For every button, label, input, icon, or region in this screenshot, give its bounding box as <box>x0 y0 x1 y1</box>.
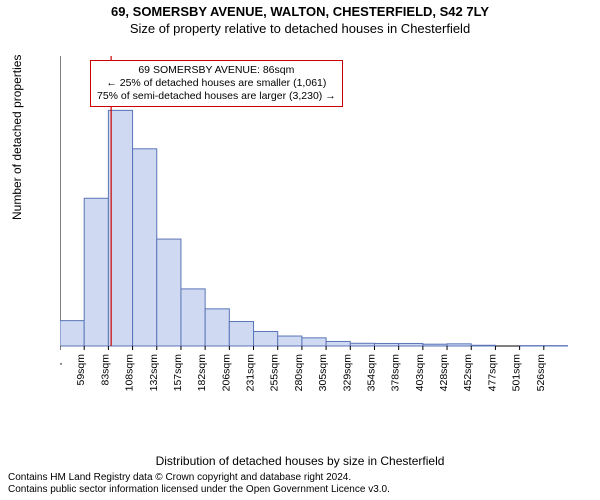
y-axis-label: Number of detached properties <box>10 55 24 220</box>
x-tick-label: 452sqm <box>462 354 474 392</box>
histogram-bar <box>108 110 132 346</box>
x-tick-label: 182sqm <box>196 354 208 392</box>
x-tick-label: 354sqm <box>365 354 377 392</box>
histogram-bar <box>326 341 350 346</box>
copyright-line-2: Contains public sector information licen… <box>8 484 390 496</box>
title-line-2: Size of property relative to detached ho… <box>0 21 600 36</box>
x-tick-label: 378sqm <box>390 354 402 392</box>
histogram-bar <box>350 343 374 346</box>
histogram-bar <box>60 321 84 346</box>
histogram-bar <box>157 239 181 346</box>
x-tick-label: 59sqm <box>75 354 87 386</box>
annotation-line-1: 69 SOMERSBY AVENUE: 86sqm <box>97 64 336 77</box>
x-tick-label: 83sqm <box>99 354 111 386</box>
x-tick-label: 231sqm <box>245 354 257 392</box>
title-line-1: 69, SOMERSBY AVENUE, WALTON, CHESTERFIEL… <box>0 4 600 19</box>
x-tick-label: 34sqm <box>60 354 63 386</box>
histogram-bar <box>302 338 326 346</box>
x-tick-label: 305sqm <box>317 354 329 392</box>
histogram-bar <box>229 322 253 346</box>
x-axis-label: Distribution of detached houses by size … <box>0 454 600 468</box>
chart-titles: 69, SOMERSBY AVENUE, WALTON, CHESTERFIEL… <box>0 0 600 36</box>
x-tick-label: 428sqm <box>438 354 450 392</box>
x-tick-label: 206sqm <box>220 354 232 392</box>
x-tick-label: 108sqm <box>124 354 136 392</box>
x-tick-label: 132sqm <box>148 354 160 392</box>
histogram-bar <box>399 343 423 346</box>
histogram-bar <box>447 344 471 346</box>
copyright-line-1: Contains HM Land Registry data © Crown c… <box>8 472 390 484</box>
histogram-bar <box>374 343 398 346</box>
annotation-line-2: ← 25% of detached houses are smaller (1,… <box>97 77 336 90</box>
annotation-box: 69 SOMERSBY AVENUE: 86sqm ← 25% of detac… <box>90 60 343 107</box>
x-tick-label: 329sqm <box>341 354 353 392</box>
x-tick-label: 280sqm <box>293 354 305 392</box>
histogram-bar <box>471 345 495 346</box>
histogram-bar <box>84 198 108 346</box>
histogram-bar <box>133 149 157 346</box>
histogram-bar <box>181 289 205 346</box>
x-tick-label: 477sqm <box>486 354 498 392</box>
x-tick-label: 501sqm <box>511 354 523 392</box>
x-tick-label: 403sqm <box>414 354 426 392</box>
copyright-text: Contains HM Land Registry data © Crown c… <box>8 472 390 496</box>
x-tick-label: 526sqm <box>535 354 547 392</box>
histogram-bar <box>205 309 229 346</box>
histogram-bar <box>423 344 447 346</box>
histogram-bar <box>254 332 278 347</box>
histogram-bar <box>278 336 302 346</box>
annotation-line-3: 75% of semi-detached houses are larger (… <box>97 90 336 103</box>
chart-container: 69, SOMERSBY AVENUE, WALTON, CHESTERFIEL… <box>0 0 600 500</box>
x-tick-label: 157sqm <box>172 354 184 392</box>
x-tick-label: 255sqm <box>269 354 281 392</box>
